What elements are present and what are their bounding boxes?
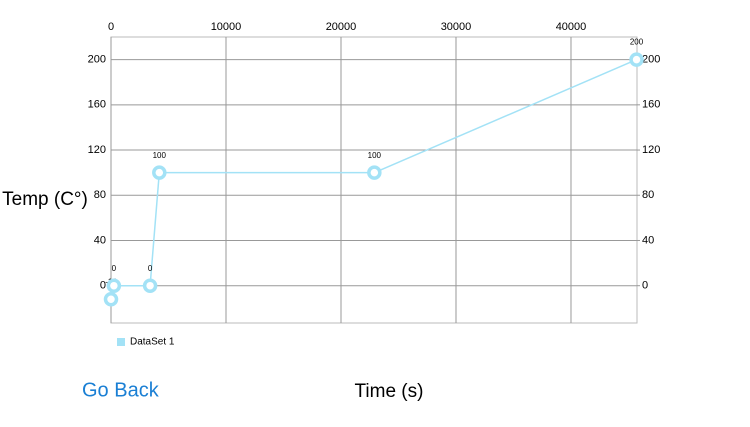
value-label: 0 [112, 264, 117, 273]
point-marker [152, 165, 167, 180]
point-marker [629, 52, 644, 67]
x-axis-label: Time (s) [355, 381, 424, 402]
go-back-button[interactable]: Go Back [82, 379, 160, 401]
legend-swatch [117, 338, 125, 346]
plot-frame [110, 36, 638, 324]
y-tick-label: 40 [94, 234, 106, 246]
value-label: 200 [630, 38, 644, 47]
point-marker [103, 292, 119, 307]
legend-label: DataSet 1 [130, 337, 175, 348]
y2-tick-label: 0 [642, 280, 648, 292]
y-tick-label: 80 [94, 189, 106, 201]
y-tick-label: 200 [88, 54, 106, 66]
value-label: 100 [153, 151, 167, 160]
y-tick-label: 160 [88, 99, 106, 111]
point-marker [106, 278, 122, 293]
x-tick-label: 20000 [326, 21, 357, 33]
y-axis-label: Temp (C°) [2, 189, 88, 210]
y-tick-label: 0 [100, 280, 106, 292]
x-tick-label: 0 [108, 21, 114, 33]
value-label: 100 [368, 151, 382, 160]
point-marker [142, 278, 158, 293]
y-tick-label: 120 [88, 144, 106, 156]
x-tick-label: 10000 [211, 21, 242, 33]
y2-tick-label: 120 [642, 144, 660, 156]
x-tick-label: 40000 [556, 21, 587, 33]
x-tick-label: 30000 [441, 21, 472, 33]
y2-tick-label: 40 [642, 234, 654, 246]
y2-tick-label: 160 [642, 99, 660, 111]
value-label: 0 [148, 264, 153, 273]
point-marker [367, 165, 382, 180]
y2-tick-label: 200 [642, 54, 660, 66]
y2-tick-label: 80 [642, 189, 654, 201]
